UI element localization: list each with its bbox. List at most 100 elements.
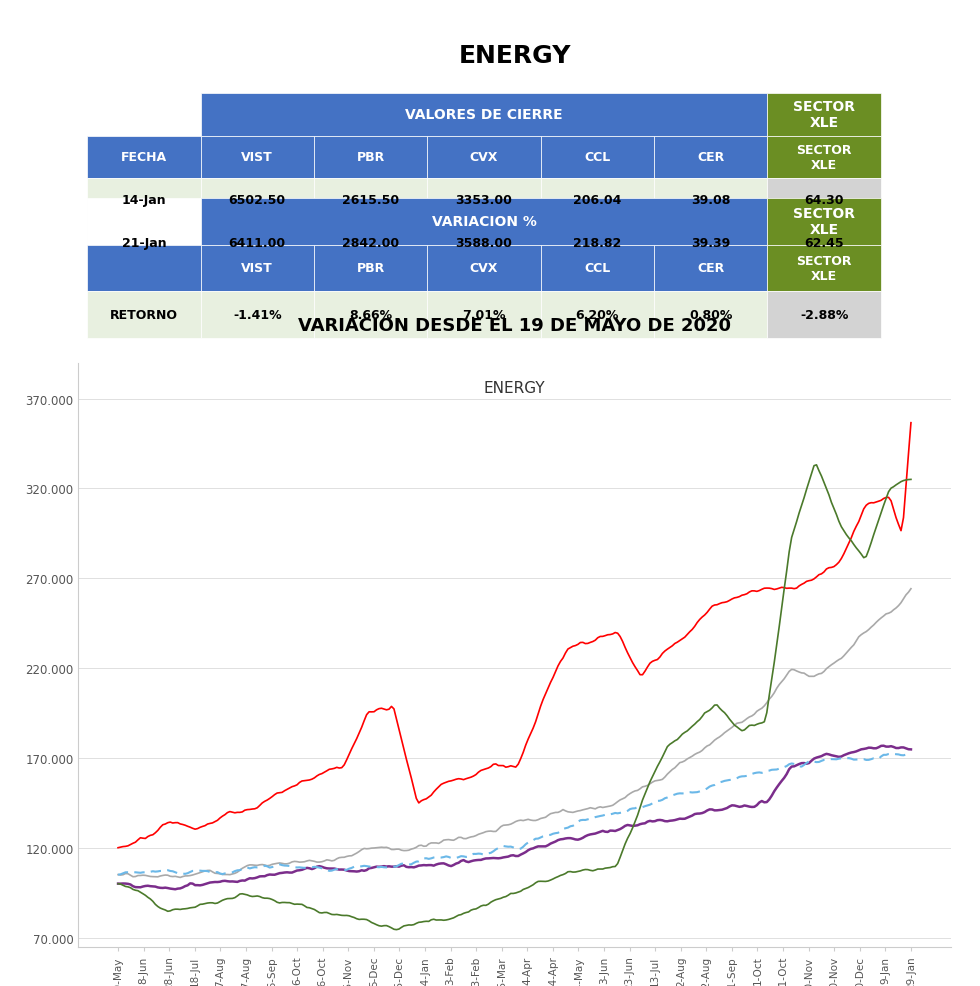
- CCL: [766, 790, 778, 802]
- CER: [681, 787, 693, 799]
- FancyBboxPatch shape: [201, 136, 314, 179]
- CVX: [766, 691, 778, 703]
- Text: 0.80%: 0.80%: [689, 309, 732, 321]
- CVX: [906, 583, 917, 595]
- FancyBboxPatch shape: [87, 179, 201, 222]
- VIST: [906, 474, 917, 486]
- Text: 3353.00: 3353.00: [456, 194, 513, 207]
- Text: 14-Jan: 14-Jan: [122, 194, 167, 207]
- Text: 7.01%: 7.01%: [463, 309, 506, 321]
- VIST: [684, 723, 696, 735]
- VIST: [112, 878, 123, 889]
- FancyBboxPatch shape: [541, 246, 654, 292]
- CER: [112, 869, 123, 880]
- Text: VIST: VIST: [241, 262, 273, 275]
- CCL: [684, 811, 696, 823]
- Text: VARIACION %: VARIACION %: [431, 215, 536, 229]
- PBR: [906, 417, 917, 429]
- Text: CER: CER: [697, 151, 724, 165]
- Text: -2.88%: -2.88%: [800, 309, 849, 321]
- FancyBboxPatch shape: [87, 292, 201, 338]
- Text: PBR: PBR: [357, 151, 385, 165]
- CCL: [524, 843, 536, 855]
- CCL: [906, 743, 917, 755]
- FancyBboxPatch shape: [201, 94, 767, 136]
- FancyBboxPatch shape: [654, 292, 767, 338]
- FancyBboxPatch shape: [314, 246, 427, 292]
- FancyBboxPatch shape: [767, 94, 881, 136]
- Text: CER: CER: [697, 262, 724, 275]
- CCL: [229, 876, 241, 887]
- FancyBboxPatch shape: [201, 179, 314, 222]
- VIST: [391, 924, 403, 936]
- Text: 8.66%: 8.66%: [349, 309, 392, 321]
- Text: -1.41%: -1.41%: [233, 309, 281, 321]
- Text: VIST: VIST: [241, 151, 273, 165]
- CER: [522, 837, 534, 849]
- VIST: [226, 892, 238, 904]
- FancyBboxPatch shape: [654, 179, 767, 222]
- Text: RETORNO: RETORNO: [110, 309, 177, 321]
- CCL: [170, 883, 181, 895]
- Line: CER: CER: [118, 753, 911, 875]
- CER: [226, 867, 238, 879]
- Text: CCL: CCL: [584, 151, 611, 165]
- CCL: [674, 812, 686, 824]
- FancyBboxPatch shape: [201, 198, 767, 246]
- FancyBboxPatch shape: [314, 222, 427, 265]
- PBR: [112, 842, 123, 854]
- Text: SECTOR
XLE: SECTOR XLE: [797, 254, 852, 283]
- Text: ENERGY: ENERGY: [484, 381, 545, 395]
- Line: CCL: CCL: [118, 746, 911, 889]
- VIST: [524, 880, 536, 892]
- Text: SECTOR
XLE: SECTOR XLE: [793, 207, 856, 237]
- CVX: [229, 868, 241, 880]
- Text: SECTOR
XLE: SECTOR XLE: [797, 144, 852, 172]
- Text: PBR: PBR: [357, 262, 385, 275]
- Text: CVX: CVX: [469, 151, 498, 165]
- FancyBboxPatch shape: [427, 136, 541, 179]
- FancyBboxPatch shape: [201, 292, 314, 338]
- CVX: [674, 757, 686, 769]
- FancyBboxPatch shape: [314, 292, 427, 338]
- Text: 6411.00: 6411.00: [228, 237, 286, 249]
- Text: VALORES DE CIERRE: VALORES DE CIERRE: [405, 108, 563, 122]
- FancyBboxPatch shape: [767, 222, 881, 265]
- CVX: [112, 869, 123, 880]
- PBR: [808, 574, 820, 586]
- FancyBboxPatch shape: [427, 246, 541, 292]
- Text: 21-Jan: 21-Jan: [122, 237, 167, 249]
- PBR: [763, 583, 775, 595]
- PBR: [681, 629, 693, 641]
- FancyBboxPatch shape: [767, 136, 881, 179]
- CCL: [112, 878, 123, 889]
- Text: 3588.00: 3588.00: [456, 237, 513, 249]
- VIST: [813, 465, 825, 477]
- PBR: [522, 734, 534, 745]
- CER: [906, 747, 917, 759]
- FancyBboxPatch shape: [314, 136, 427, 179]
- FancyBboxPatch shape: [427, 179, 541, 222]
- FancyBboxPatch shape: [87, 198, 201, 246]
- Text: CVX: CVX: [469, 262, 498, 275]
- FancyBboxPatch shape: [541, 222, 654, 265]
- Text: FECHA: FECHA: [121, 151, 167, 165]
- FancyBboxPatch shape: [201, 222, 314, 265]
- CER: [671, 788, 683, 800]
- CER: [763, 765, 775, 777]
- Line: CVX: CVX: [118, 589, 911, 878]
- Text: 64.30: 64.30: [805, 194, 844, 207]
- VIST: [766, 673, 778, 685]
- FancyBboxPatch shape: [87, 246, 201, 292]
- FancyBboxPatch shape: [87, 94, 201, 136]
- CER: [808, 756, 820, 768]
- CVX: [524, 814, 536, 826]
- FancyBboxPatch shape: [541, 292, 654, 338]
- Text: ENERGY: ENERGY: [459, 44, 570, 68]
- PBR: [226, 807, 238, 818]
- CCL: [810, 752, 822, 764]
- FancyBboxPatch shape: [427, 292, 541, 338]
- FancyBboxPatch shape: [767, 292, 881, 338]
- Line: PBR: PBR: [118, 423, 911, 848]
- FancyBboxPatch shape: [767, 246, 881, 292]
